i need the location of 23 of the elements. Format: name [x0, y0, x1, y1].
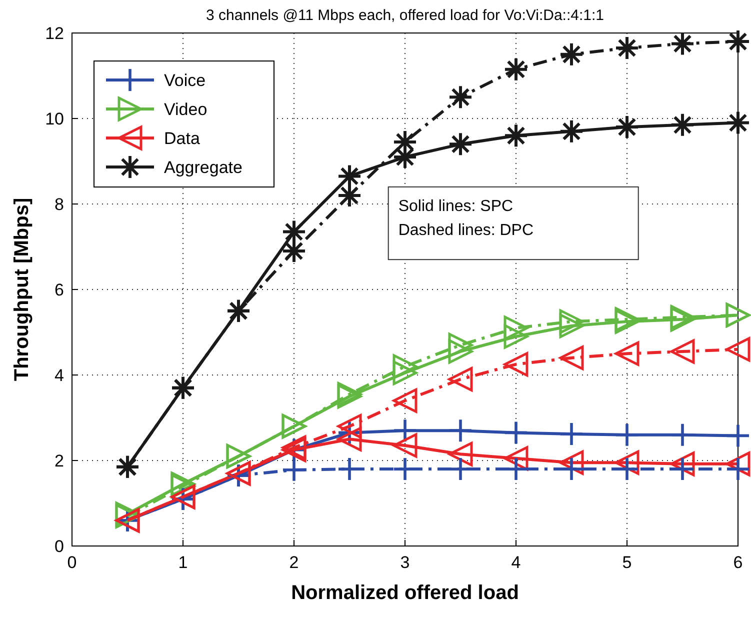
x-tick-label: 3 — [400, 553, 410, 572]
x-tick-label: 1 — [178, 553, 188, 572]
x-tick-label: 6 — [733, 553, 743, 572]
x-tick-label: 2 — [289, 553, 299, 572]
y-tick-label: 8 — [54, 195, 64, 214]
x-axis-title: Normalized offered load — [291, 582, 519, 604]
annotation: Solid lines: SPC — [398, 198, 514, 215]
legend-label: Video — [164, 100, 208, 119]
y-tick-label: 4 — [54, 366, 64, 385]
legend-label: Voice — [164, 71, 206, 90]
y-tick-label: 10 — [45, 110, 64, 128]
chart-title: 3 channels @11 Mbps each, offered load for Vo:Vi:Da::4:1:1 — [206, 7, 604, 24]
x-tick-label: 5 — [622, 553, 632, 572]
y-tick-label: 6 — [54, 280, 64, 300]
legend-label: Data — [164, 129, 200, 148]
x-tick-label: 4 — [511, 553, 521, 572]
annotation: Dashed lines: DPC — [398, 222, 534, 239]
y-tick-label: 0 — [54, 537, 64, 556]
y-tick-label: 12 — [45, 24, 64, 43]
legend-label: Aggregate — [164, 158, 242, 177]
y-tick-label: 2 — [54, 452, 64, 470]
x-tick-label: 0 — [67, 553, 77, 572]
y-axis-title: Throughput [Mbps] — [11, 198, 33, 382]
